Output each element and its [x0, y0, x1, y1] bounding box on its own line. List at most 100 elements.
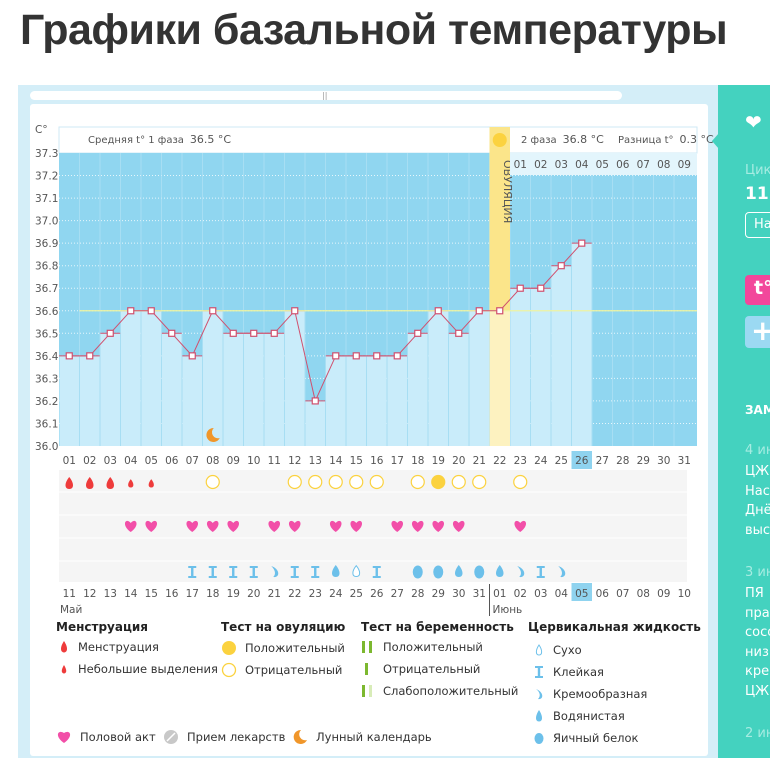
- sticky-icon: [372, 566, 381, 578]
- date-label: 03: [534, 588, 547, 600]
- note-line: выс: [745, 522, 770, 538]
- notes-title: ЗАМ: [745, 403, 770, 417]
- note-date: 4 ин: [745, 443, 770, 458]
- date-label: 13: [104, 588, 117, 600]
- egg-white-icon: [412, 565, 423, 579]
- date-label: 28: [411, 588, 424, 600]
- y-tick-label: 37.2: [35, 171, 58, 183]
- date-label: 25: [350, 588, 363, 600]
- add-note-button[interactable]: +: [745, 316, 770, 348]
- cycle-day-label: 30: [657, 455, 670, 467]
- ovulation-negative-icon: [205, 474, 220, 490]
- cycle-label: Цик: [745, 163, 770, 178]
- legend-menstruation: Менструация: [58, 640, 159, 654]
- legend-light-bleeding: Небольшие выделения: [58, 662, 218, 676]
- note-line: ПЯ: [745, 586, 764, 601]
- y-tick-label: 36.2: [35, 396, 58, 408]
- heart-icon: [452, 520, 465, 532]
- creamy-icon: [517, 566, 525, 578]
- cycle-day-label: 16: [370, 455, 384, 467]
- ovulation-sun-icon: [492, 133, 507, 147]
- sidebar-pointer: [712, 133, 719, 149]
- legend-label: Небольшие выделения: [78, 662, 218, 676]
- temperature-point: [127, 307, 135, 315]
- ovulation-negative-icon: [308, 474, 323, 490]
- y-tick-label: 36.3: [35, 373, 58, 385]
- cycle-day-label: 23: [514, 455, 527, 467]
- temperature-point: [557, 262, 565, 270]
- cycle-day-label: 10: [247, 455, 260, 467]
- phase2-day-label: 08: [657, 159, 670, 171]
- date-label: 01: [493, 588, 506, 600]
- heart-icon: [206, 520, 219, 532]
- ovulation-negative-icon: [349, 474, 364, 490]
- date-label: 20: [247, 588, 260, 600]
- note-date: 3 ин: [745, 565, 770, 580]
- sticky-icon: [311, 566, 320, 578]
- temperature-point: [373, 352, 381, 360]
- legend-cervical-sticky: Клейкая: [533, 665, 604, 679]
- ovulation-negative-icon: [328, 474, 343, 490]
- date-label: 05: [575, 588, 588, 600]
- phase2-day-label: 02: [534, 159, 547, 171]
- y-tick-label: 36.6: [35, 306, 59, 318]
- phase2-label: 2 фаза: [521, 135, 557, 146]
- menstruation-drop-icon: [106, 477, 114, 489]
- temperature-bar: [449, 333, 469, 446]
- cycle-day-label: 18: [411, 455, 424, 467]
- temperature-point: [291, 307, 299, 315]
- ovulation-bar: [489, 310, 510, 446]
- y-tick-label: 36.7: [35, 283, 58, 295]
- date-label: 18: [206, 588, 219, 600]
- note-line: Нас: [745, 483, 770, 499]
- date-label: 16: [165, 588, 179, 600]
- date-label: 17: [186, 588, 199, 600]
- pill-icon: [164, 730, 178, 744]
- temperature-point: [229, 329, 237, 337]
- temperature-point: [352, 352, 360, 360]
- y-tick-label: 36.5: [35, 328, 58, 340]
- menstruation-drop-icon: [86, 477, 94, 489]
- phase1-label: Средняя t° 1 фаза: [88, 135, 184, 146]
- cycle-day-label: 07: [186, 455, 199, 467]
- temperature-bar: [223, 333, 243, 446]
- phase2-days-row: [510, 153, 697, 175]
- legend-ovulation-title: Тест на овуляцию: [221, 620, 346, 634]
- note-line: крег: [745, 664, 770, 679]
- moon-icon: [293, 729, 307, 744]
- legend-label: Отрицательный: [245, 663, 343, 677]
- date-label: 04: [555, 588, 569, 600]
- watery-drop-icon: [332, 565, 340, 577]
- cycle-day-label: 11: [268, 455, 281, 467]
- temperature-bar: [182, 355, 202, 446]
- legend-label: Слабоположительный: [383, 684, 519, 698]
- sticky-icon: [536, 566, 545, 578]
- ovulation-negative-icon: [451, 474, 466, 490]
- heart-icon: [227, 520, 240, 532]
- ovulation-negative-icon: [513, 474, 528, 490]
- date-label: 12: [83, 588, 96, 600]
- temperature-point: [270, 329, 278, 337]
- weak-bar-icon: [362, 685, 372, 697]
- watery-drop-icon: [455, 565, 463, 577]
- temperature-point: [393, 352, 401, 360]
- favorite-heart-icon[interactable]: ❤: [745, 110, 762, 134]
- add-temperature-button[interactable]: t°: [745, 275, 770, 305]
- sticky-icon: [290, 566, 299, 578]
- sidebar-button[interactable]: На: [745, 212, 770, 238]
- month-label: Июнь: [493, 604, 523, 616]
- temperature-bar: [572, 243, 592, 446]
- note-text: ЦЖ Нас Днё выс: [745, 462, 770, 540]
- scrollbar-grip-icon[interactable]: ||: [322, 91, 328, 100]
- legend-label: Яичный белок: [553, 731, 639, 745]
- phase2-day-label: 05: [596, 159, 609, 171]
- cycle-day-label: 09: [227, 455, 240, 467]
- cycle-day-label: 04: [124, 455, 138, 467]
- temperature-point: [188, 352, 196, 360]
- cycle-day-label: 08: [206, 455, 219, 467]
- phase2-day-label: 01: [514, 159, 527, 171]
- cycle-day-label: 03: [104, 455, 117, 467]
- phase2-day-label: 09: [678, 159, 691, 171]
- horizontal-scrollbar[interactable]: [30, 91, 622, 100]
- heart-icon: [145, 520, 158, 532]
